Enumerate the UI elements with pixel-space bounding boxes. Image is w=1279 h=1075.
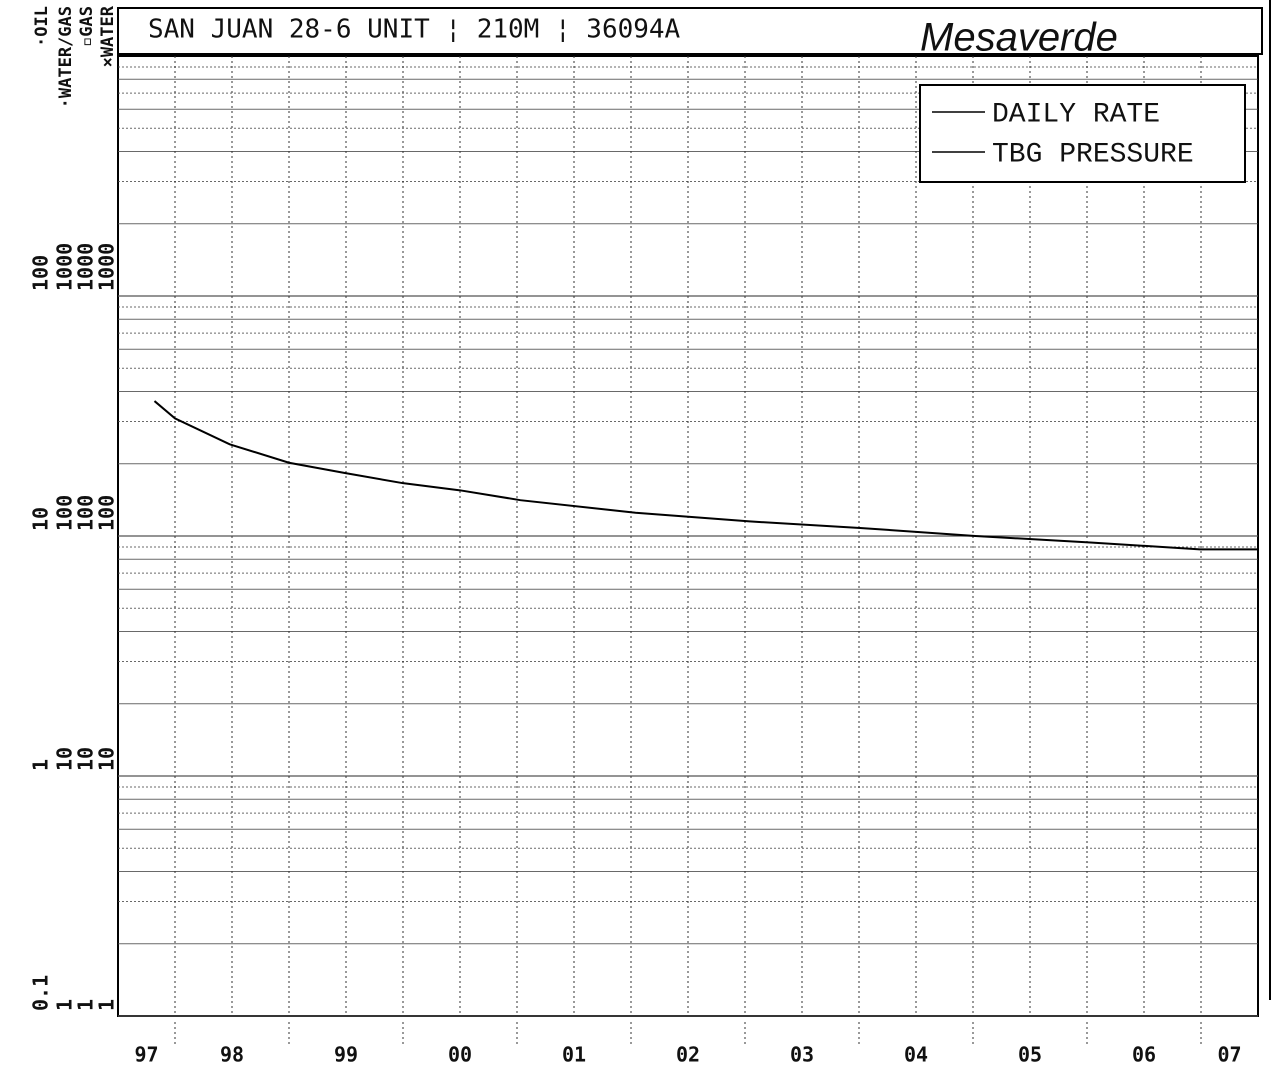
legend-label: TBG PRESSURE xyxy=(992,139,1194,170)
y-tick-label: 1 xyxy=(29,759,53,771)
x-tick-label: 04 xyxy=(904,1043,928,1067)
annotation: Mesaverde xyxy=(920,16,1118,60)
legend-box xyxy=(919,84,1246,183)
y-tick-label: 10 xyxy=(74,747,98,771)
legend-label: DAILY RATE xyxy=(992,99,1160,130)
axis-title: ▫GAS xyxy=(77,6,97,47)
header-box xyxy=(117,7,1263,55)
y-tick-label: 1000 xyxy=(95,243,119,291)
x-tick-label: 06 xyxy=(1132,1043,1156,1067)
series-line xyxy=(153,400,1258,551)
axis-title: ·WATER/GAS xyxy=(56,6,76,108)
x-tick-label: 98 xyxy=(220,1043,244,1067)
x-tick-label: 02 xyxy=(676,1043,700,1067)
x-tick-label: 07 xyxy=(1217,1043,1241,1067)
x-tick-label: 00 xyxy=(448,1043,472,1067)
x-tick-label: 01 xyxy=(562,1043,586,1067)
y-tick-label: 1 xyxy=(95,999,119,1011)
y-tick-label: 10 xyxy=(29,507,53,531)
y-tick-label: 1 xyxy=(74,999,98,1011)
x-tick-label: 03 xyxy=(790,1043,814,1067)
y-tick-label: 10 xyxy=(95,747,119,771)
y-tick-label: 1000 xyxy=(53,243,77,291)
y-tick-label: 100 xyxy=(74,495,98,531)
y-tick-label: 100 xyxy=(53,495,77,531)
y-tick-label: 1000 xyxy=(74,243,98,291)
x-tick-label: 99 xyxy=(334,1043,358,1067)
y-tick-label: 1 xyxy=(53,999,77,1011)
chart-title: SAN JUAN 28-6 UNIT ¦ 210M ¦ 36094A xyxy=(148,15,681,45)
axis-title: ×WATER xyxy=(98,5,118,67)
x-tick-label: 97 xyxy=(134,1043,158,1067)
y-tick-label: 0.1 xyxy=(29,975,53,1011)
axis-title: ·OIL xyxy=(32,6,52,47)
x-tick-label: 05 xyxy=(1018,1043,1042,1067)
y-tick-label: 100 xyxy=(29,255,53,291)
y-tick-label: 100 xyxy=(95,495,119,531)
y-tick-label: 10 xyxy=(53,747,77,771)
